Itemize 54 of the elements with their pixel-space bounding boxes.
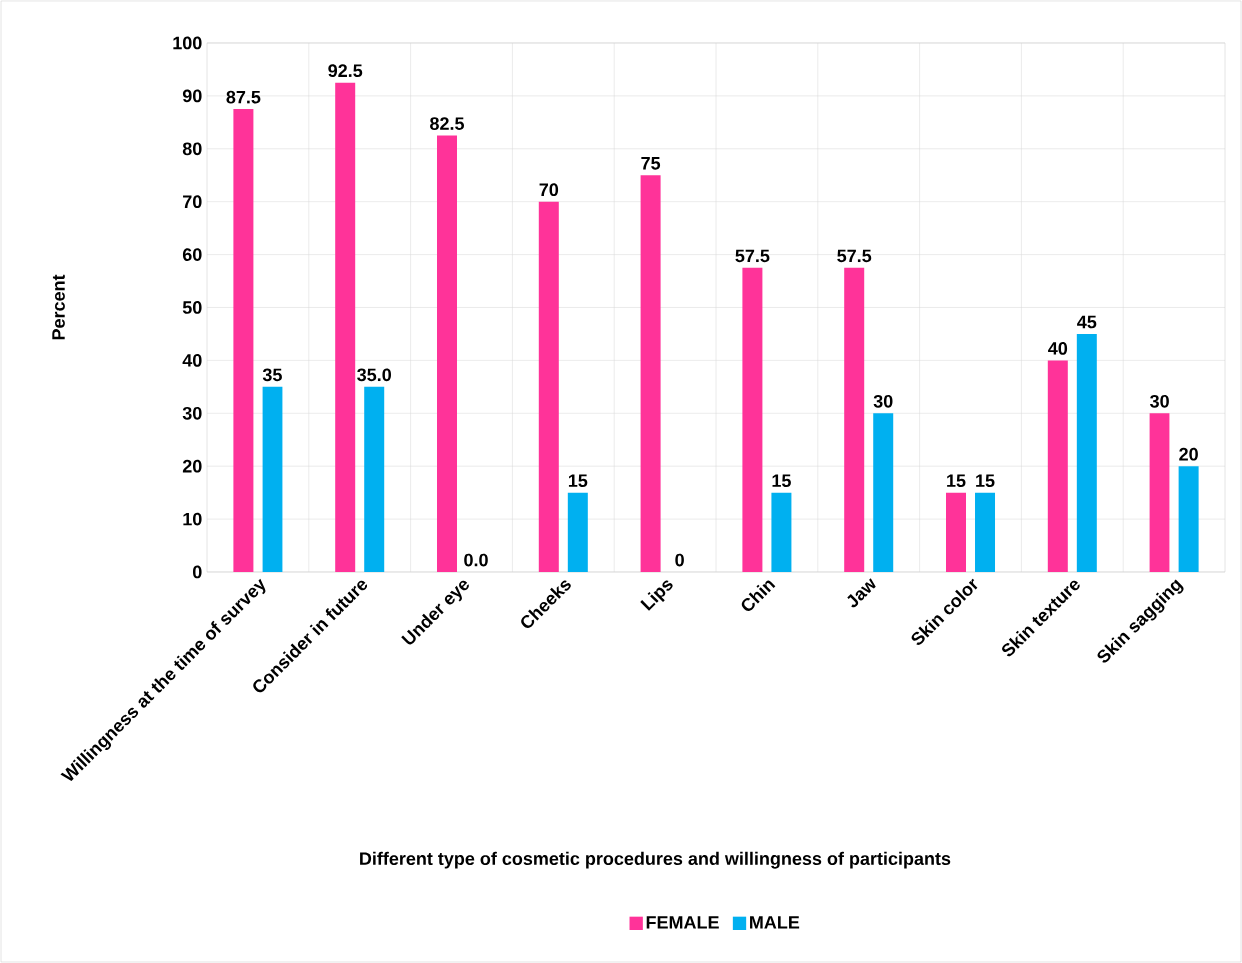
bar bbox=[437, 135, 457, 572]
data-label: 92.5 bbox=[328, 64, 363, 78]
data-label: 15 bbox=[976, 474, 995, 488]
y-tick-label: 10 bbox=[183, 512, 202, 526]
bar bbox=[873, 413, 894, 572]
bar bbox=[1149, 413, 1170, 572]
bar bbox=[335, 82, 356, 572]
x-axis-title: Different type of cosmetic procedures and willingness of participants bbox=[360, 851, 951, 869]
bar bbox=[1047, 360, 1068, 572]
bar bbox=[1076, 333, 1097, 572]
data-label: 75 bbox=[641, 157, 661, 170]
data-label: 0 bbox=[675, 553, 684, 567]
bar bbox=[640, 175, 661, 572]
y-tick-label: 0 bbox=[193, 565, 202, 579]
data-label: 57.5 bbox=[837, 249, 872, 263]
data-label: 35 bbox=[262, 368, 282, 382]
bar bbox=[844, 267, 865, 572]
data-label: 15 bbox=[772, 474, 791, 488]
y-tick-label: 30 bbox=[182, 406, 202, 420]
y-tick-label: 40 bbox=[182, 354, 202, 367]
bar bbox=[1178, 466, 1199, 572]
bar bbox=[742, 267, 763, 572]
data-label: 30 bbox=[1150, 394, 1169, 408]
bar bbox=[975, 492, 996, 572]
data-label: 15 bbox=[568, 474, 588, 488]
bar bbox=[364, 386, 385, 572]
legend-label: FEMALE bbox=[646, 916, 719, 929]
bar bbox=[538, 201, 559, 572]
data-label: 20 bbox=[1179, 447, 1198, 461]
y-tick-label: 70 bbox=[183, 195, 202, 209]
y-axis-title: Percent bbox=[52, 274, 65, 340]
y-tick-label: 50 bbox=[182, 301, 202, 314]
data-label: 57.5 bbox=[735, 249, 770, 263]
data-label: 82.5 bbox=[430, 117, 465, 130]
y-tick-label: 20 bbox=[182, 459, 202, 473]
data-label: 45 bbox=[1077, 315, 1097, 329]
data-label: 87.5 bbox=[226, 90, 261, 104]
data-label: 0.0 bbox=[464, 553, 488, 567]
bar bbox=[233, 109, 254, 572]
data-label: 35.0 bbox=[357, 368, 391, 382]
bar bbox=[771, 492, 792, 572]
x-tick-label: Jaw bbox=[847, 578, 876, 608]
bar bbox=[946, 492, 967, 572]
data-label: 30 bbox=[873, 394, 893, 408]
y-tick-label: 60 bbox=[182, 248, 202, 261]
data-label: 40 bbox=[1048, 342, 1068, 355]
bar bbox=[567, 492, 588, 572]
bar bbox=[262, 386, 283, 572]
y-tick-label: 100 bbox=[173, 36, 202, 50]
y-tick-label: 90 bbox=[182, 89, 202, 103]
data-label: 70 bbox=[539, 183, 559, 197]
data-label: 15 bbox=[947, 474, 966, 488]
y-tick-label: 80 bbox=[182, 142, 202, 156]
legend-label: MALE bbox=[750, 916, 800, 929]
